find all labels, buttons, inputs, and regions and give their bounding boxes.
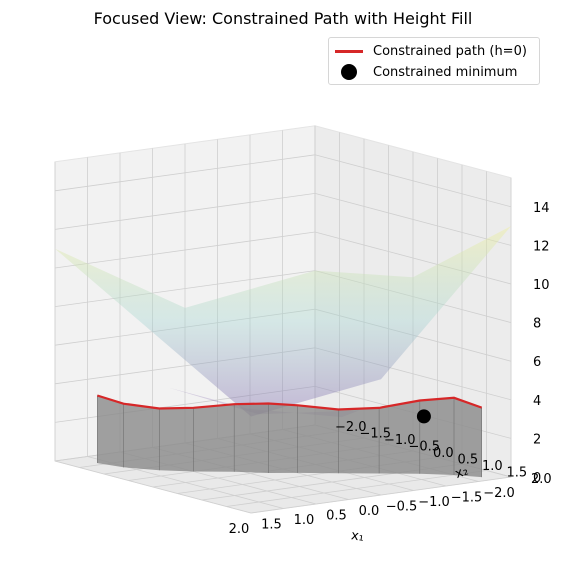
y-axis-label: x₂ [453, 463, 470, 482]
x-axis-label: x₁ [350, 528, 365, 545]
legend-item-minimum: Constrained minimum [335, 62, 535, 82]
z-tick-label: 2 [533, 432, 541, 447]
x-tick-label: 2.0 [229, 522, 250, 537]
x-tick-label: 0.0 [359, 504, 380, 519]
chart-title: Focused View: Constrained Path with Heig… [93, 9, 473, 28]
grid-line-z [54, 154, 512, 208]
legend-label-path: Constrained path (h=0) [373, 43, 527, 59]
z-tick-label: 8 [533, 317, 541, 332]
legend-label-minimum: Constrained minimum [373, 64, 518, 80]
grid-line-y-floor [250, 476, 512, 514]
x-tick-label: 1.0 [294, 513, 315, 528]
x-tick-label: −1.5 [451, 491, 483, 506]
series-point-constrained-minimum [416, 409, 431, 424]
y-tick-label: 1.0 [482, 459, 503, 474]
z-ticks: 0 2 4 6 8 10 12 14 [533, 201, 550, 486]
y-tick-label: 0.5 [458, 453, 479, 468]
grid-line-y-floor [226, 470, 487, 507]
z-tick-label: 6 [533, 355, 541, 370]
y-ticks: −2.0−1.5−1.0−0.50.0 0.5 1.0 1.5 2.0 [335, 420, 552, 487]
x-tick-label: −2.0 [483, 486, 515, 501]
y-tick-label: 0.0 [433, 446, 454, 461]
x-tick-label: −0.5 [386, 500, 418, 515]
height-fill [97, 395, 483, 478]
x-tick-label: 0.5 [326, 509, 347, 524]
y-tick-label: −1.5 [360, 427, 392, 442]
z-tick-label: 12 [533, 239, 550, 254]
series-line-constrained-path [96, 394, 483, 411]
x-tick-label: 1.5 [261, 518, 282, 533]
grid-line-z [54, 192, 512, 246]
z-tick-label: 10 [533, 278, 550, 293]
legend: Constrained path (h=0) Constrained minim… [328, 37, 540, 85]
y-tick-label: −2.0 [335, 420, 367, 435]
x-ticks: 2.0 1.5 1.0 0.5 0.0 −0.5 −1.0 −1.5 −2.0 [229, 486, 515, 537]
y-tick-label: 2.0 [531, 472, 552, 487]
z-tick-label: 14 [533, 201, 550, 216]
legend-dot-swatch [341, 64, 357, 80]
surface-shell [55, 226, 511, 417]
legend-item-path: Constrained path (h=0) [335, 41, 535, 61]
series-layer [96, 394, 483, 424]
x-tick-label: −1.0 [418, 495, 450, 510]
z-tick-label: 4 [533, 394, 541, 409]
y-tick-label: −0.5 [409, 440, 441, 455]
y-tick-label: 1.5 [507, 466, 528, 481]
legend-line-swatch [335, 49, 363, 53]
y-tick-label: −1.0 [384, 433, 416, 448]
z-tick-label: 0 [533, 471, 541, 486]
